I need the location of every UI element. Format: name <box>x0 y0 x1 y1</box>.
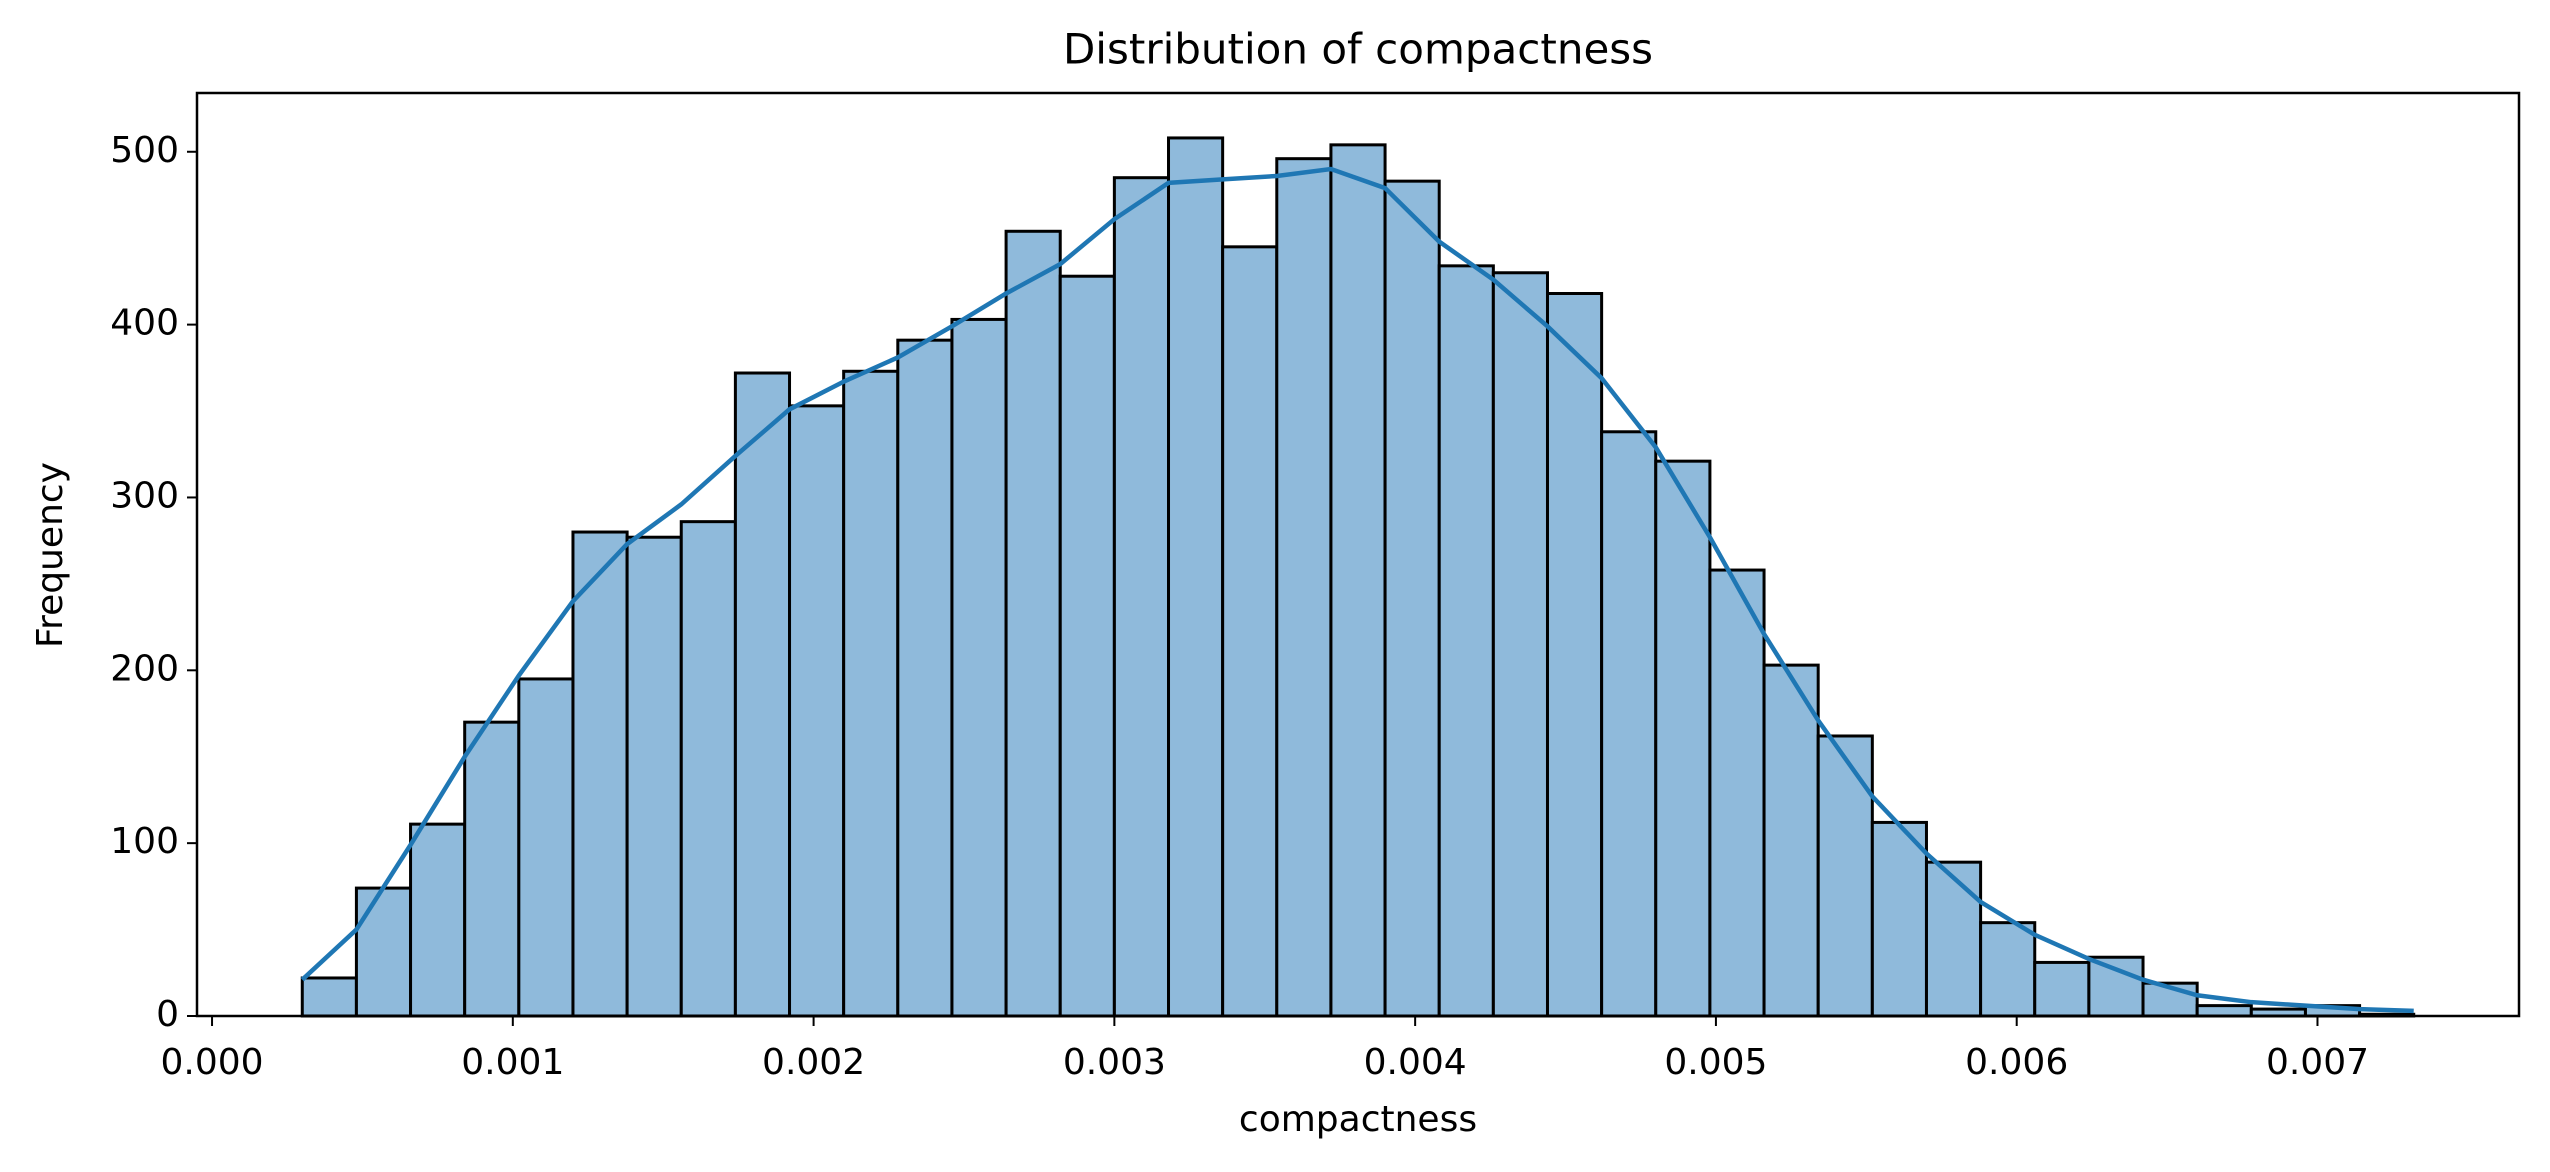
bar <box>1275 157 1333 1018</box>
x-tick-label: 0.005 <box>1664 1042 1767 1083</box>
bar <box>1924 860 1983 1018</box>
bar <box>300 976 358 1018</box>
y-tick-label: 0 <box>156 994 179 1035</box>
bar <box>788 404 846 1018</box>
x-tick-label: 0.000 <box>161 1042 264 1083</box>
bar <box>1167 136 1225 1018</box>
bar <box>2087 955 2145 1018</box>
bar <box>1112 176 1171 1018</box>
x-tick-label: 0.004 <box>1364 1042 1467 1083</box>
y-tick-label: 500 <box>110 130 179 171</box>
bar <box>463 720 521 1018</box>
x-tick-label: 0.006 <box>1965 1042 2068 1083</box>
x-tick-label: 0.002 <box>762 1042 865 1083</box>
bar <box>409 822 467 1018</box>
bar <box>896 338 954 1018</box>
bar <box>1762 663 1820 1018</box>
bar <box>517 677 575 1018</box>
x-tick-label: 0.007 <box>2266 1042 2369 1083</box>
bar <box>1004 229 1062 1018</box>
bar <box>1600 430 1658 1018</box>
y-axis-label: Frequency <box>30 462 71 648</box>
bar <box>733 371 792 1018</box>
bar <box>1545 292 1604 1018</box>
chart-title: Distribution of compactness <box>1063 25 1653 74</box>
bar <box>625 535 683 1018</box>
bar <box>2195 1004 2253 1018</box>
bar <box>1058 274 1116 1018</box>
y-tick-label: 200 <box>110 648 179 689</box>
x-tick-label: 0.003 <box>1063 1042 1166 1083</box>
bar <box>1329 143 1387 1018</box>
y-tick-label: 400 <box>110 303 179 344</box>
bar <box>1870 820 1928 1018</box>
bar <box>354 886 413 1018</box>
bar <box>1437 264 1495 1018</box>
bar <box>1654 459 1712 1018</box>
bar <box>571 530 629 1018</box>
y-tick-label: 100 <box>110 821 179 862</box>
bar <box>679 520 737 1018</box>
bar <box>1979 921 2037 1018</box>
bar <box>1383 179 1441 1018</box>
bar <box>842 369 900 1018</box>
bar <box>1491 271 1549 1018</box>
y-tick-label: 300 <box>110 475 179 516</box>
bar <box>950 317 1008 1018</box>
bar <box>1816 734 1874 1018</box>
kde-line <box>300 166 2414 1014</box>
bar <box>1221 245 1279 1018</box>
x-axis-label: compactness <box>1239 1099 1477 1140</box>
bar <box>1708 568 1766 1018</box>
x-tick-label: 0.001 <box>461 1042 564 1083</box>
bar <box>2033 960 2091 1018</box>
plot-frame <box>195 91 2521 1018</box>
